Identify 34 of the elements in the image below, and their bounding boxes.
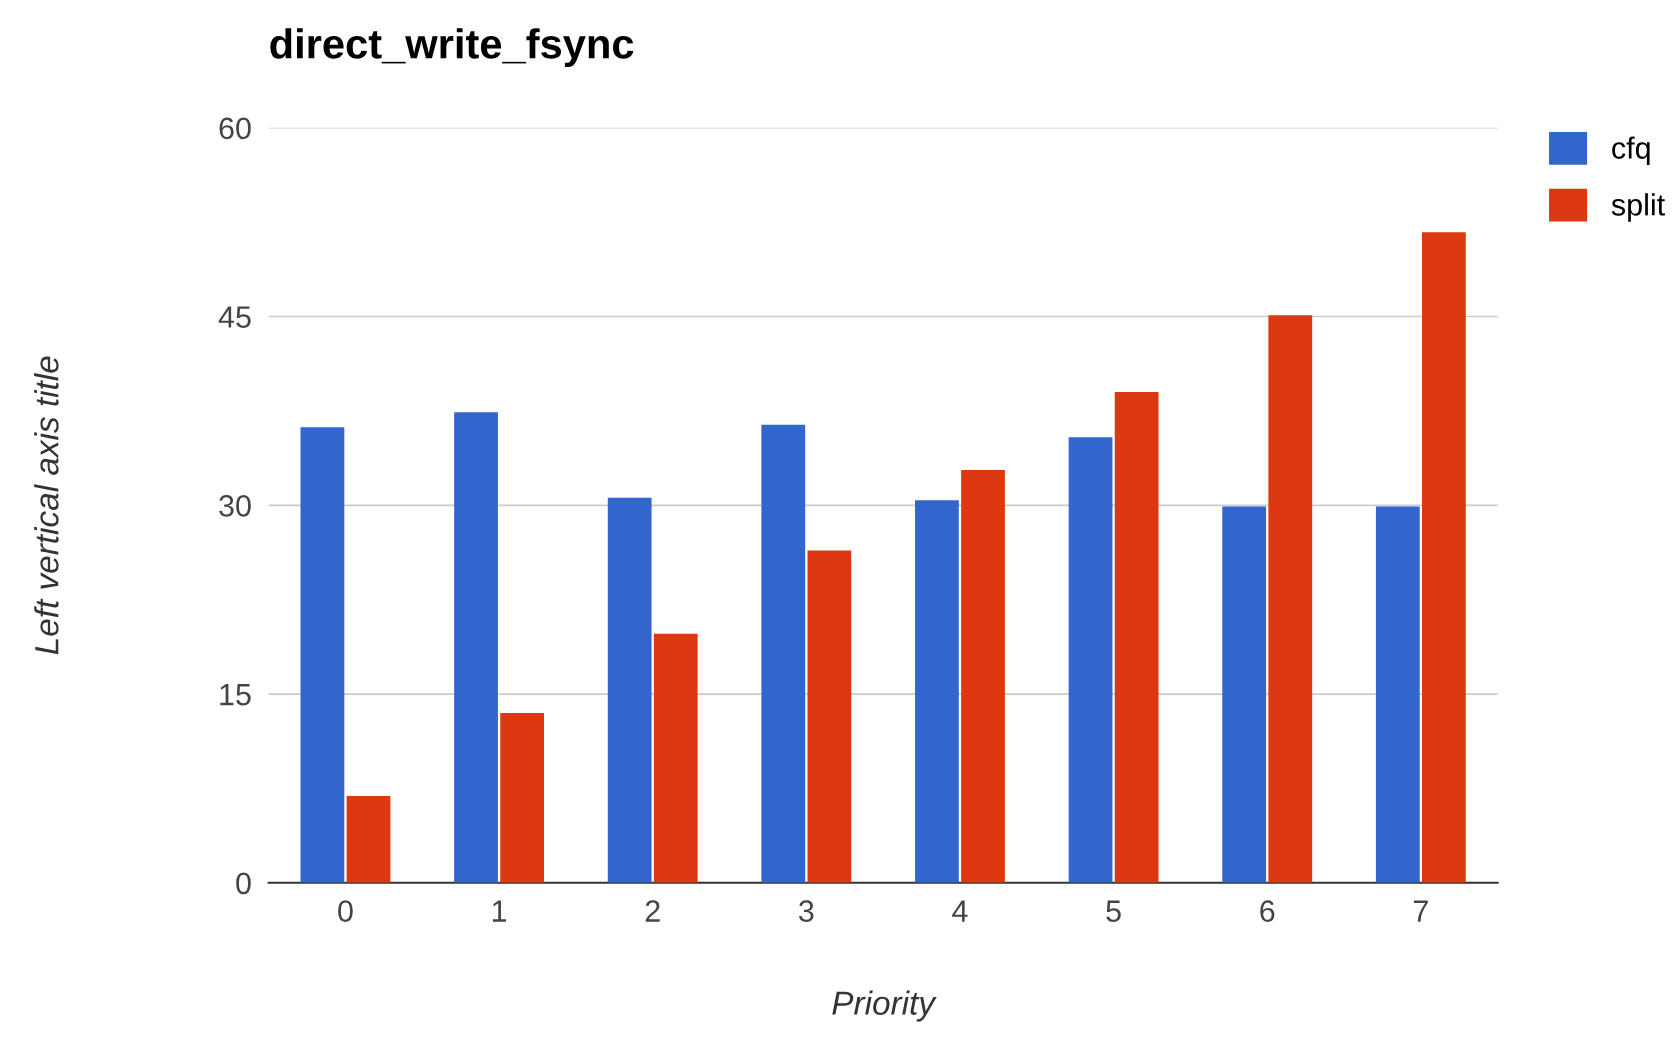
chart-title: direct_write_fsync bbox=[270, 28, 634, 67]
bar bbox=[807, 550, 852, 883]
bar bbox=[761, 424, 806, 883]
x-tick-label: 5 bbox=[1106, 900, 1121, 922]
x-axis-title: Priority bbox=[832, 990, 937, 1022]
bar bbox=[1114, 392, 1159, 883]
x-tick-label: 3 bbox=[799, 900, 814, 922]
y-tick-label: 15 bbox=[220, 684, 251, 706]
x-tick-label: 1 bbox=[492, 900, 507, 922]
bar bbox=[300, 427, 345, 883]
legend-label: cfq bbox=[1612, 136, 1650, 165]
bar bbox=[454, 412, 498, 883]
bar bbox=[915, 500, 959, 883]
y-tick-label: 30 bbox=[219, 495, 251, 517]
bar bbox=[1268, 315, 1313, 883]
bar bbox=[1422, 232, 1466, 883]
x-tick-label: 6 bbox=[1260, 900, 1275, 922]
x-tick-label: 4 bbox=[952, 900, 968, 922]
bar bbox=[607, 497, 652, 883]
x-tick-label: 0 bbox=[338, 900, 353, 922]
bar bbox=[346, 795, 391, 883]
bar bbox=[1222, 506, 1267, 883]
bar bbox=[500, 712, 545, 883]
x-tick-label: 7 bbox=[1413, 900, 1428, 922]
x-tick-label: 2 bbox=[645, 900, 660, 922]
y-axis-title: Left vertical axis title bbox=[34, 356, 59, 655]
bar bbox=[653, 633, 698, 883]
bar bbox=[1068, 437, 1113, 883]
legend-label: split bbox=[1611, 193, 1665, 222]
y-tick-label: 45 bbox=[218, 306, 251, 328]
bar bbox=[961, 470, 1005, 883]
bar bbox=[1375, 506, 1420, 883]
y-tick-label: 0 bbox=[236, 872, 251, 895]
y-tick-label: 60 bbox=[219, 117, 251, 140]
